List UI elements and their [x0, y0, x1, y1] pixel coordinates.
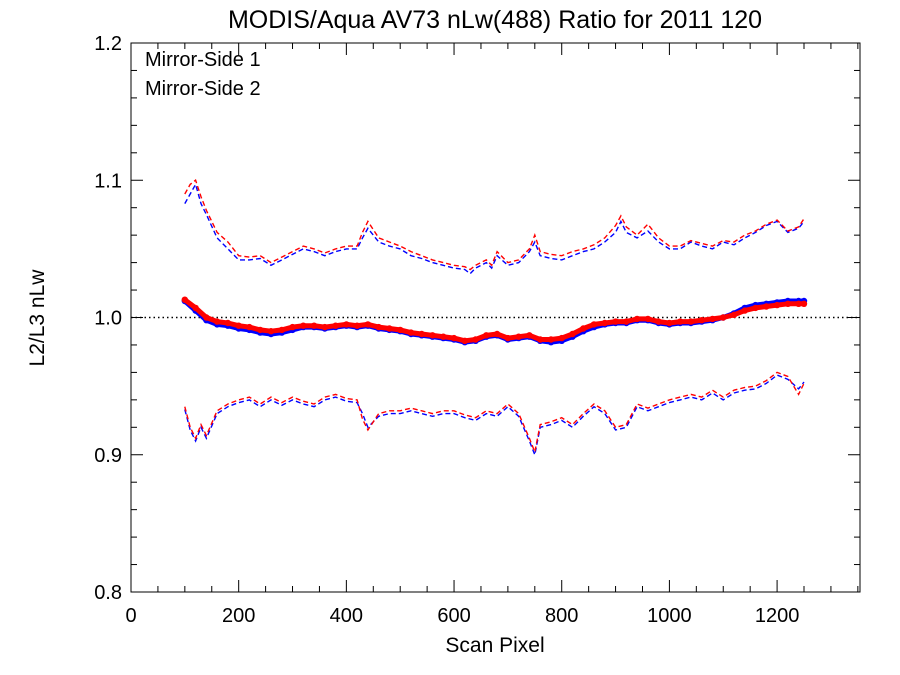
ratio-point-1	[386, 325, 393, 332]
ratio-point-1	[461, 337, 468, 344]
ratio-point-1	[493, 330, 501, 338]
ratio-point-1	[687, 318, 695, 325]
ratio-point-1	[752, 304, 759, 312]
ratio-point-1	[192, 304, 199, 312]
ratio-point-1	[472, 336, 479, 343]
ratio-point-1	[730, 311, 738, 318]
ratio-point-1	[623, 318, 630, 325]
ratio-point-1	[289, 323, 296, 331]
ratio-point-1	[203, 314, 210, 321]
y-tick-label: 1.0	[94, 308, 122, 330]
ratio-point-1	[698, 317, 705, 324]
ratio-point-1	[763, 303, 770, 310]
ratio-point-1	[612, 318, 619, 325]
dashed-series-4	[184, 374, 805, 458]
ratio-point-1	[677, 318, 684, 325]
ratio-point-1	[224, 319, 232, 327]
ratio-point-1	[375, 323, 382, 331]
ratio-point-1	[483, 332, 490, 339]
band-series-layer	[184, 179, 805, 458]
ratio-point-1	[795, 300, 802, 307]
ratio-point-1	[601, 319, 608, 327]
x-tick-label: 400	[330, 605, 363, 627]
x-tick-label: 1000	[647, 605, 692, 627]
ratio-point-1	[332, 322, 339, 329]
ratio-point-1	[235, 322, 242, 329]
ratio-point-1	[800, 300, 808, 307]
ratio-point-1	[504, 334, 512, 342]
ratio-point-1	[773, 301, 781, 309]
x-axis-label: Scan Pixel	[445, 634, 544, 657]
ratio-point-1	[537, 336, 544, 343]
ratio-point-1	[666, 319, 673, 327]
axes-layer: 0 200 400 600 800 1000 1200 0.8 0.9 1.0 1.1 1.2	[94, 33, 861, 627]
ratio-point-1	[440, 333, 447, 340]
ratio-point-1	[267, 328, 275, 335]
legend-mirror-side-2: Mirror-Side 2	[145, 78, 261, 100]
ratio-point-1	[450, 334, 458, 342]
ratio-point-1	[353, 322, 361, 329]
ratio-point-1	[784, 300, 792, 307]
ratio-point-1	[633, 315, 641, 323]
ratio-point-1	[343, 321, 350, 328]
ratio-point-1	[278, 326, 285, 334]
ratio-point-1	[300, 322, 307, 329]
legend-mirror-side-1: Mirror-Side 1	[145, 49, 261, 71]
x-tick-label: 1200	[755, 605, 800, 627]
y-axis-label: L2/L3 nLw	[26, 269, 49, 367]
ratio-point-1	[418, 330, 425, 338]
ratio-point-1	[547, 336, 555, 343]
ratio-point-1	[569, 330, 576, 338]
ratio-point-1	[590, 321, 598, 328]
dashed-series-3	[184, 179, 805, 271]
ratio-point-1	[213, 318, 221, 325]
ratio-point-1	[321, 323, 328, 331]
y-tick-label: 1.2	[94, 33, 122, 55]
chart-title: MODIS/Aqua AV73 nLw(488) Ratio for 2011 …	[228, 6, 762, 34]
y-tick-label: 0.8	[94, 582, 122, 604]
ratio-point-1	[407, 329, 415, 336]
x-tick-label: 600	[437, 605, 470, 627]
y-tick-label: 1.1	[94, 170, 122, 192]
ratio-point-1	[364, 321, 372, 328]
ratio-point-1	[741, 307, 748, 314]
dashed-series-2	[184, 182, 805, 275]
ratio-point-1	[246, 323, 253, 331]
ratio-point-1	[558, 334, 565, 342]
ratio-point-1	[655, 318, 662, 325]
ratio-point-1	[515, 333, 522, 340]
ratio-point-1	[429, 332, 436, 339]
ratio-point-1	[310, 322, 318, 329]
y-tick-label: 0.9	[94, 445, 122, 467]
ratio-point-1	[397, 326, 404, 334]
x-tick-label: 0	[125, 605, 136, 627]
ratio-point-1	[644, 315, 652, 323]
ratio-series-layer	[181, 296, 808, 346]
ratio-point-1	[181, 296, 188, 303]
ratio-point-1	[709, 315, 716, 323]
x-tick-label: 200	[222, 605, 255, 627]
ratio-point-1	[526, 332, 533, 339]
ratio-point-1	[580, 325, 587, 332]
ratio-point-1	[257, 326, 264, 334]
ratio-point-1	[720, 314, 727, 321]
x-tick-label: 800	[545, 605, 578, 627]
dashed-series-5	[184, 371, 805, 455]
